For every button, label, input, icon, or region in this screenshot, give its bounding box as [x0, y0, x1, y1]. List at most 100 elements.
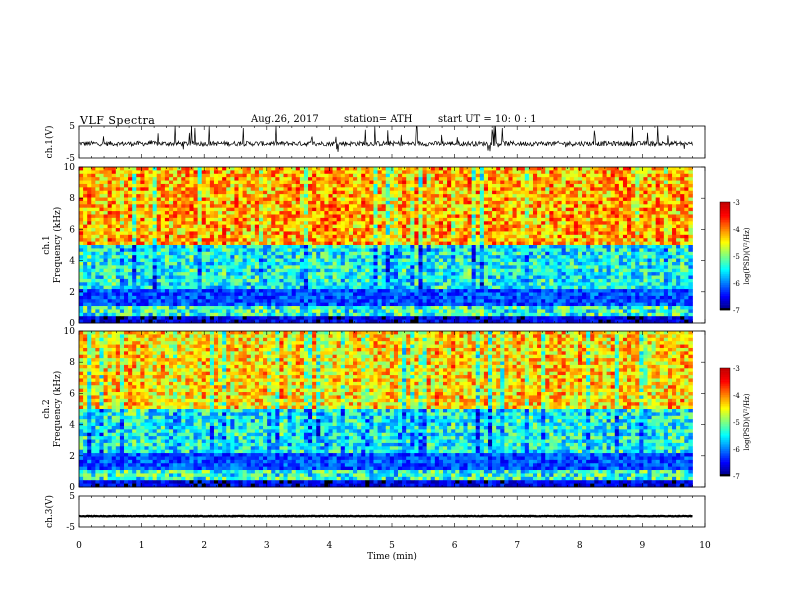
spectrogram-cell [303, 217, 309, 222]
spectrogram-cell [271, 258, 276, 263]
spectrogram-cell [508, 180, 513, 185]
spectrogram-cell [181, 245, 186, 249]
spectrogram-cell [618, 187, 624, 192]
spectrogram-cell [389, 265, 395, 270]
spectrogram-cell [344, 265, 350, 270]
spectrogram-cell [537, 258, 542, 263]
spectrogram-cell [238, 275, 243, 280]
spectrogram-cell [414, 272, 419, 276]
spectrogram-cell [447, 224, 452, 229]
spectrogram-cell [189, 187, 194, 192]
spectrogram-cell [684, 231, 689, 236]
spectrogram-cell [549, 258, 554, 263]
spectrogram-cell [164, 251, 170, 256]
spectrogram-cell [111, 261, 117, 266]
spectrogram-cell [586, 228, 591, 232]
spectrogram-cell [324, 183, 329, 188]
spectrogram-cell [230, 190, 235, 195]
spectrogram-cell [398, 234, 403, 239]
spectrogram-cell [160, 255, 166, 259]
spectrogram-cell [144, 275, 149, 280]
spectrogram-cell [177, 228, 182, 232]
spectrogram-cell [606, 167, 612, 171]
spectrogram-cell [132, 228, 137, 232]
spectrogram-cell [156, 231, 162, 236]
spectrogram-cell [614, 204, 620, 209]
spectrogram-cell [475, 217, 481, 222]
spectrogram-cell [492, 217, 497, 222]
spectrogram-cell [218, 217, 223, 222]
spectrogram-cell [451, 170, 456, 175]
spectrogram-cell [123, 183, 129, 188]
spectrogram-cell [308, 214, 313, 219]
spectrogram-cell [377, 167, 383, 171]
spectrogram-cell [164, 275, 170, 280]
spectrogram-cell [279, 248, 284, 253]
spectrogram-cell [136, 255, 141, 259]
spectrogram-cell [115, 224, 121, 229]
spectrogram-cell [467, 214, 473, 219]
spectrogram-cell [164, 180, 170, 185]
spectrogram-cell [316, 241, 321, 246]
spectrogram-cell [299, 207, 305, 212]
spectrogram-cell [308, 255, 313, 259]
spectrogram-cell [308, 248, 313, 253]
spectrogram-cell [79, 272, 84, 276]
spectrogram-cell [463, 228, 468, 232]
spectrogram-cell [516, 234, 522, 239]
spectrogram-cell [177, 255, 182, 259]
spectrogram-cell [643, 234, 648, 239]
spectrogram-cell [348, 221, 354, 226]
spectrogram-cell [483, 265, 489, 270]
spectrogram-cell [103, 258, 109, 263]
spectrogram-cell [639, 221, 644, 226]
spectrogram-cell [91, 228, 96, 232]
spectrogram-cell [565, 187, 571, 192]
spectrogram-cell [373, 173, 378, 178]
spectrogram-cell [103, 170, 109, 175]
spectrogram-cell [565, 197, 571, 202]
spectrogram-cell [672, 258, 677, 263]
spectrogram-cell [328, 258, 333, 263]
spectrogram-cell [577, 217, 583, 222]
spectrogram-cell [512, 248, 518, 253]
spectrogram-cell [553, 224, 558, 229]
spectrogram-cell [222, 258, 227, 263]
spectrogram-cell [414, 177, 419, 181]
spectrogram-cell [573, 204, 579, 209]
spectrogram-cell [189, 207, 194, 212]
spectrogram-cell [569, 268, 575, 273]
spectrogram-cell [193, 241, 199, 246]
spectrogram-cell [610, 197, 616, 202]
spectrogram-cell [303, 251, 309, 256]
spectrogram-cell [365, 207, 370, 212]
spectrogram-cell [577, 207, 583, 212]
spectrogram-cell [316, 197, 321, 202]
spectrogram-cell [541, 248, 546, 253]
spectrogram-cell [91, 251, 96, 256]
spectrogram-cell [516, 221, 522, 226]
spectrogram-cell [332, 221, 338, 226]
spectrogram-cell [201, 251, 207, 256]
spectrogram-cell [614, 248, 620, 253]
spectrogram-cell [492, 200, 497, 205]
spectrogram-cell [479, 200, 485, 205]
spectrogram-cell [291, 187, 297, 192]
spectrogram-cell [659, 200, 665, 205]
spectrogram-cell [631, 200, 636, 205]
spectrogram-cell [119, 238, 125, 243]
spectrogram-cell [226, 261, 231, 266]
spectrogram-cell [598, 217, 603, 222]
spectrogram-cell [508, 173, 513, 178]
spectrogram-cell [459, 272, 464, 276]
spectrogram-cell [250, 204, 256, 209]
spectrogram-cell [541, 194, 546, 198]
spectrogram-cell [447, 167, 452, 171]
spectrogram-cell [659, 228, 665, 232]
spectrogram-cell [402, 207, 407, 212]
spectrogram-cell [541, 180, 546, 185]
spectrogram-cell [197, 214, 203, 219]
spectrogram-cell [590, 180, 595, 185]
spectrogram-cell [545, 261, 550, 266]
spectrogram-cell [598, 177, 603, 181]
